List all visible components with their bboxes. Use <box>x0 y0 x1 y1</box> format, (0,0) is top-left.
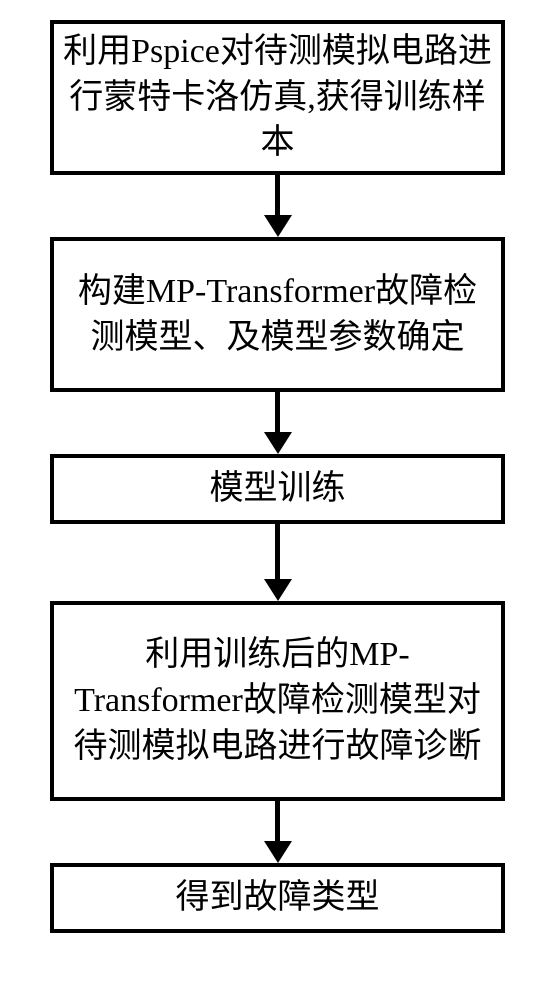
arrow-stem <box>275 175 280 215</box>
flow-step-4: 利用训练后的MP-Transformer故障检测模型对待测模拟电路进行故障诊断 <box>50 601 505 801</box>
arrow-head-icon <box>264 841 292 863</box>
flowchart-container: 利用Pspice对待测模拟电路进行蒙特卡洛仿真,获得训练样本构建MP-Trans… <box>50 20 505 933</box>
flow-arrow-4 <box>264 801 292 863</box>
arrow-stem <box>275 524 280 579</box>
arrow-head-icon <box>264 432 292 454</box>
flow-arrow-2 <box>264 392 292 454</box>
flow-step-1: 利用Pspice对待测模拟电路进行蒙特卡洛仿真,获得训练样本 <box>50 20 505 175</box>
flow-step-2: 构建MP-Transformer故障检测模型、及模型参数确定 <box>50 237 505 392</box>
arrow-stem <box>275 801 280 841</box>
flow-arrow-1 <box>264 175 292 237</box>
arrow-stem <box>275 392 280 432</box>
arrow-head-icon <box>264 579 292 601</box>
flow-step-3: 模型训练 <box>50 454 505 524</box>
flow-arrow-3 <box>264 524 292 601</box>
arrow-head-icon <box>264 215 292 237</box>
flow-step-5: 得到故障类型 <box>50 863 505 933</box>
